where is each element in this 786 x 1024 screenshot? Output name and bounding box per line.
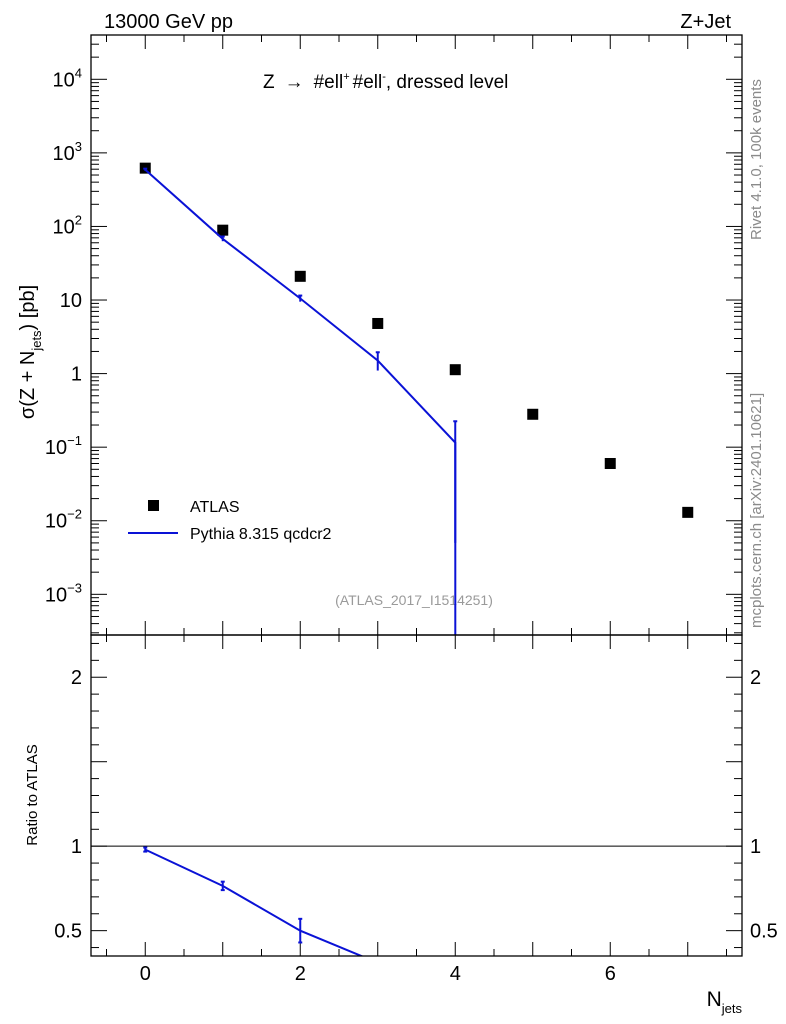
atlas-data-point bbox=[527, 408, 539, 420]
legend-pythia-label: Pythia 8.315 qcdcr2 bbox=[190, 526, 332, 543]
y-tick-label-ratio-left: 1 bbox=[71, 836, 82, 858]
x-tick-label: 4 bbox=[450, 963, 461, 985]
y-tick-label-exponent: 2 bbox=[75, 212, 82, 227]
y-tick-label: 10−3 bbox=[45, 580, 82, 606]
atlas-data-point bbox=[682, 506, 694, 518]
ratio-ylabel: Ratio to ATLAS bbox=[24, 744, 41, 845]
atlas-data-point bbox=[604, 457, 616, 469]
legend-atlas-label: ATLAS bbox=[190, 499, 240, 516]
x-tick-label: 0 bbox=[140, 963, 151, 985]
y-tick-label-base: 10 bbox=[45, 584, 67, 606]
xlabel: Njets bbox=[707, 988, 743, 1016]
y-tick-label-ratio-right: 0.5 bbox=[750, 921, 778, 943]
main-frame bbox=[90, 34, 743, 636]
x-tick-label: 6 bbox=[605, 963, 616, 985]
y-tick-label-base: 10 bbox=[45, 511, 67, 533]
y-tick-label: 1 bbox=[71, 364, 82, 386]
y-tick-label-base: 10 bbox=[45, 437, 67, 459]
ratio-frame bbox=[90, 634, 743, 957]
header-left: 13000 GeV pp bbox=[104, 11, 233, 33]
main-title: Z → #ell+ #ell-, dressed level bbox=[263, 71, 508, 93]
y-tick-label-ratio-right: 2 bbox=[750, 667, 761, 689]
y-tick-label-exponent: 3 bbox=[75, 139, 82, 154]
y-tick-label-ratio-left: 0.5 bbox=[54, 921, 82, 943]
y-tick-label: 102 bbox=[53, 212, 82, 238]
y-tick-label-exponent: −3 bbox=[67, 580, 82, 595]
atlas-data-point bbox=[372, 317, 384, 329]
x-tick-label: 2 bbox=[295, 963, 306, 985]
main-ylabel: σ(Z + Njets) [pb] bbox=[17, 285, 44, 419]
y-tick-label-base: 10 bbox=[53, 69, 75, 91]
y-tick-label: 10−2 bbox=[45, 507, 82, 533]
atlas-data-point bbox=[294, 270, 306, 282]
analysis-label: (ATLAS_2017_I1514251) bbox=[335, 592, 493, 608]
y-tick-label-exponent: −1 bbox=[67, 433, 82, 448]
y-tick-label-base: 10 bbox=[53, 216, 75, 238]
y-tick-label-exponent: −2 bbox=[67, 507, 82, 522]
ratio-axis-ticks: 0 2 4 6 0.5 0.5 1 1 2 2 bbox=[54, 635, 778, 985]
legend: ATLAS Pythia 8.315 qcdcr2 bbox=[128, 499, 332, 543]
main-series-layer bbox=[139, 162, 694, 635]
y-tick-label: 104 bbox=[53, 65, 82, 91]
pythia-line bbox=[144, 168, 457, 635]
y-tick-label: 10 bbox=[60, 290, 82, 312]
legend-atlas-marker bbox=[148, 500, 159, 511]
ratio-pythia-line bbox=[144, 848, 364, 956]
atlas-data-point bbox=[217, 224, 229, 236]
y-tick-label-base: 10 bbox=[53, 143, 75, 165]
y-tick-label-exponent: 4 bbox=[75, 65, 82, 80]
y-tick-label-ratio-right: 1 bbox=[750, 836, 761, 858]
y-tick-label: 10−1 bbox=[45, 433, 82, 459]
rivet-label: Rivet 4.1.0, 100k events bbox=[748, 79, 765, 240]
y-tick-label: 103 bbox=[53, 139, 82, 165]
header-right: Z+Jet bbox=[680, 11, 731, 33]
atlas-data-point bbox=[449, 364, 461, 376]
ratio-series-layer bbox=[143, 846, 364, 956]
mcplots-label: mcplots.cern.ch [arXiv:2401.10621] bbox=[748, 393, 765, 628]
y-tick-label-ratio-left: 2 bbox=[71, 667, 82, 689]
